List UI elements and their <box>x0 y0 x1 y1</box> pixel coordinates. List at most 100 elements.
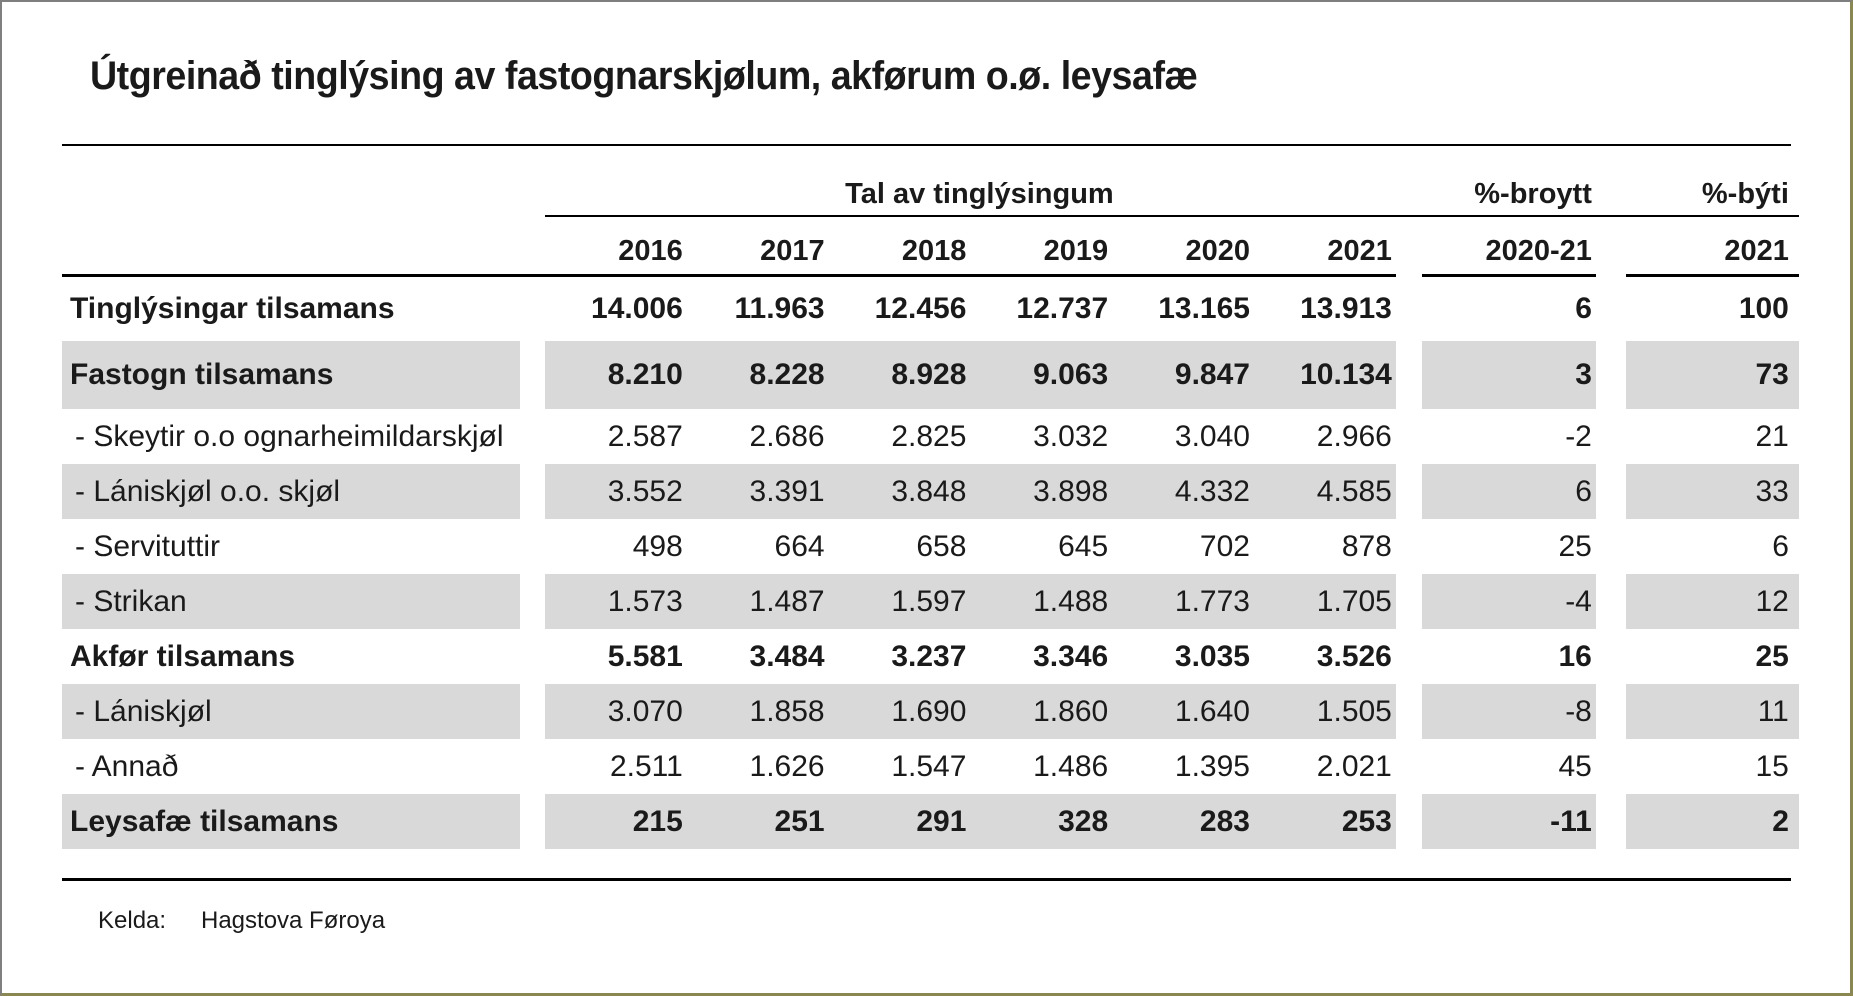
year-value-cell: 8.928 <box>828 341 971 409</box>
table-row: - Strikan 1.573 1.487 1.597 1.488 1.773 … <box>62 574 1799 629</box>
year-value-cell: 2.021 <box>1316 749 1392 783</box>
year-value-cell: 1.395 <box>1174 749 1250 783</box>
row-label: - Skeytir o.o ognarheimildarskjøl <box>75 419 504 453</box>
row-label: - Lániskjøl <box>62 684 520 739</box>
year-value-cell: 12.456 <box>874 292 967 325</box>
source-value: Hagstova Føroya <box>201 907 386 934</box>
year-value-cell: 251 <box>686 794 829 849</box>
share-value-cell: 33 <box>1625 464 1799 519</box>
year-value-cell: 1.640 <box>1112 684 1254 739</box>
change-value-cell: -11 <box>1421 794 1596 849</box>
row-label: - Servituttir <box>75 529 221 563</box>
year-value-cell: 9.063 <box>970 341 1113 409</box>
year-value-cell: 253 <box>1253 794 1396 849</box>
year-value-cell: 1.860 <box>970 684 1113 739</box>
row-label: - Lániskjøl o.o. skjøl <box>62 464 520 519</box>
year-value-cell: 1.488 <box>970 574 1113 629</box>
row-label: Leysafæ tilsamans <box>62 794 520 849</box>
year-column-header: 2021 <box>1327 235 1392 267</box>
year-value-cell: 2.686 <box>749 419 825 453</box>
year-value-cell: 1.487 <box>686 574 829 629</box>
table-content: Útgreinað tinglýsing av fastognarskjølum… <box>2 2 1850 935</box>
source-line: Kelda: Hagstova Føroya <box>62 907 1791 935</box>
year-value-cell: 9.847 <box>1112 341 1254 409</box>
year-value-cell: 2.587 <box>607 419 683 453</box>
year-value-cell: 8.210 <box>545 341 687 409</box>
year-value-cell: 498 <box>632 529 683 563</box>
year-value-cell: 4.585 <box>1253 464 1396 519</box>
share-value-cell: 73 <box>1625 341 1799 409</box>
year-value-cell: 10.134 <box>1253 341 1396 409</box>
year-value-cell: 3.391 <box>686 464 829 519</box>
year-value-cell: 1.547 <box>891 749 967 783</box>
column-group-change: %-broytt <box>1474 178 1592 210</box>
year-value-cell: 1.626 <box>749 749 825 783</box>
table-bottom-rule <box>62 878 1791 881</box>
year-value-cell: 3.040 <box>1174 419 1250 453</box>
row-label: Akfør tilsamans <box>70 639 296 673</box>
year-value-cell: 8.228 <box>686 341 829 409</box>
year-column-header: 2017 <box>760 235 825 267</box>
year-value-cell: 658 <box>916 529 967 563</box>
year-value-cell: 1.690 <box>828 684 971 739</box>
year-value-cell: 3.484 <box>749 639 825 673</box>
year-value-cell: 1.597 <box>828 574 971 629</box>
change-value-cell: -8 <box>1421 684 1596 739</box>
year-value-cell: 3.898 <box>970 464 1113 519</box>
year-header-rule-main <box>62 274 1396 277</box>
table-row: - Servituttir 498 664 658 645 702 878 25… <box>62 519 1791 574</box>
year-value-cell: 3.032 <box>1033 419 1109 453</box>
year-header-rule-share <box>1625 274 1799 277</box>
change-period-header: 2020-21 <box>1485 235 1592 267</box>
year-value-cell: 1.773 <box>1112 574 1254 629</box>
column-group-counts: Tal av tinglýsingum <box>845 178 1114 210</box>
table-row: - Skeytir o.o ognarheimildarskjøl 2.587 … <box>62 409 1791 464</box>
change-value-cell: -2 <box>1565 419 1592 453</box>
share-value-cell: 6 <box>1772 529 1789 563</box>
table-body: Tinglýsingar tilsamans 14.006 11.963 12.… <box>62 277 1799 849</box>
year-value-cell: 14.006 <box>591 292 683 325</box>
year-value-cell: 1.486 <box>1033 749 1109 783</box>
change-value-cell: 16 <box>1558 639 1592 673</box>
year-value-cell: 878 <box>1341 529 1392 563</box>
year-value-cell: 13.165 <box>1158 292 1250 325</box>
year-value-cell: 3.070 <box>545 684 687 739</box>
change-value-cell: 45 <box>1558 749 1592 783</box>
table-row: Tinglýsingar tilsamans 14.006 11.963 12.… <box>62 277 1791 341</box>
title-rule <box>62 144 1791 146</box>
share-value-cell: 25 <box>1755 639 1789 673</box>
year-value-cell: 1.505 <box>1253 684 1396 739</box>
change-value-cell: 3 <box>1421 341 1596 409</box>
year-value-cell: 3.035 <box>1174 639 1250 673</box>
title-block: Útgreinað tinglýsing av fastognarskjølum… <box>62 2 1791 104</box>
year-value-cell: 328 <box>970 794 1113 849</box>
table-row: - Annað 2.511 1.626 1.547 1.486 1.395 2.… <box>62 739 1791 794</box>
row-label: - Annað <box>75 749 179 783</box>
year-value-cell: 1.705 <box>1253 574 1396 629</box>
share-value-cell: 15 <box>1755 749 1789 783</box>
row-label: Tinglýsingar tilsamans <box>70 292 395 325</box>
share-value-cell: 2 <box>1625 794 1799 849</box>
year-value-cell: 3.848 <box>828 464 971 519</box>
group-header-rule <box>545 215 1799 217</box>
year-column-header: 2018 <box>901 235 967 267</box>
table-row: - Lániskjøl o.o. skjøl 3.552 3.391 3.848… <box>62 464 1799 519</box>
share-value-cell: 12 <box>1625 574 1799 629</box>
year-value-cell: 13.913 <box>1300 292 1392 325</box>
year-value-cell: 1.858 <box>686 684 829 739</box>
year-column-header: 2016 <box>618 235 683 267</box>
year-value-cell: 4.332 <box>1112 464 1254 519</box>
table-row: Leysafæ tilsamans 215 251 291 328 283 25… <box>62 794 1799 849</box>
column-group-share: %-býti <box>1701 178 1789 210</box>
year-value-cell: 2.511 <box>609 749 683 783</box>
table-row: Akfør tilsamans 5.581 3.484 3.237 3.346 … <box>62 629 1791 684</box>
year-column-header: 2020 <box>1185 235 1250 267</box>
year-value-cell: 283 <box>1112 794 1254 849</box>
year-value-cell: 11.963 <box>734 292 825 325</box>
source-label: Kelda: <box>98 907 167 934</box>
change-value-cell: -4 <box>1421 574 1596 629</box>
year-value-cell: 1.573 <box>545 574 687 629</box>
year-value-cell: 645 <box>1058 529 1109 563</box>
change-value-cell: 6 <box>1421 464 1596 519</box>
